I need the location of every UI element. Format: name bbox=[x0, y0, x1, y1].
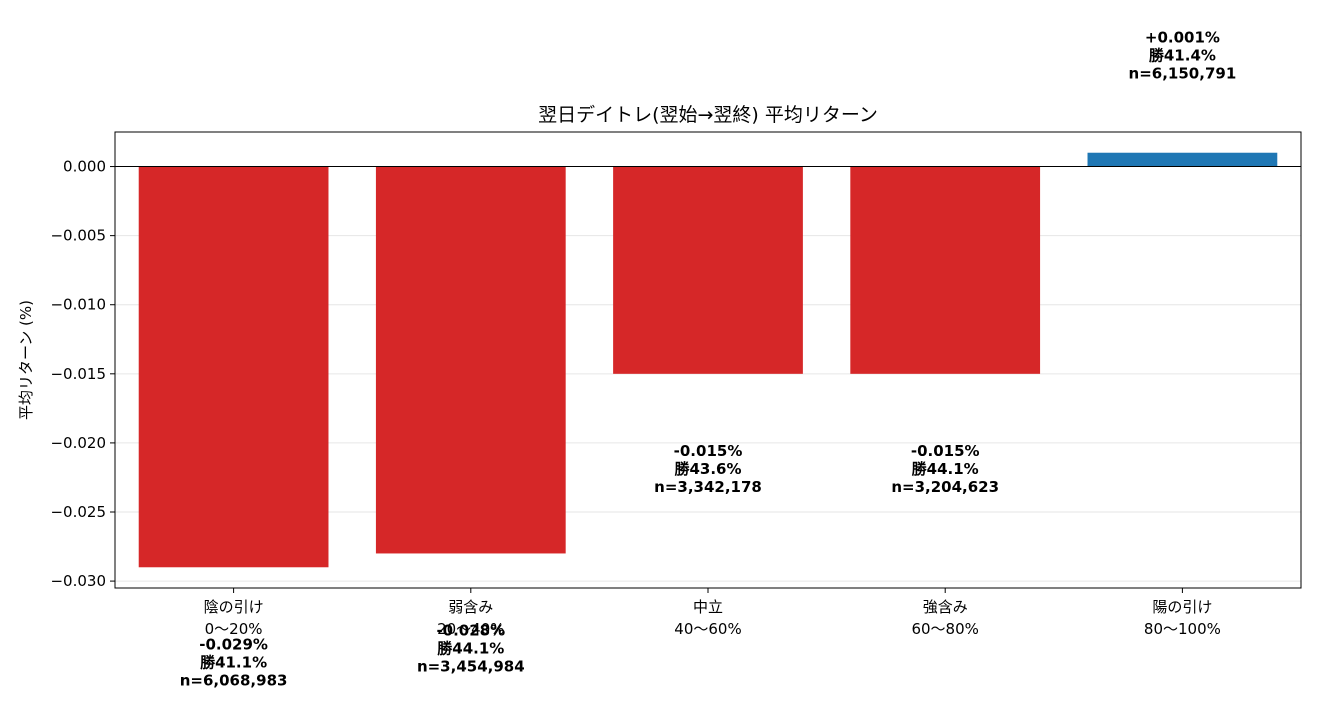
bar bbox=[375, 166, 566, 554]
bar-data-label: n=3,454,984 bbox=[417, 657, 525, 675]
chart-title: 翌日デイトレ(翌始→翌終) 平均リターン bbox=[538, 104, 878, 126]
x-tick-label: 0〜20% bbox=[205, 620, 263, 638]
bar-data-label: -0.029% bbox=[199, 635, 268, 653]
x-tick-label: 弱含み bbox=[448, 598, 493, 616]
y-tick-label: −0.030 bbox=[50, 572, 106, 590]
y-tick-label: 0.000 bbox=[63, 158, 106, 176]
y-tick-label: −0.010 bbox=[50, 296, 106, 314]
x-tick-label: 60〜80% bbox=[911, 620, 978, 638]
bar-data-label: 勝41.4% bbox=[1149, 47, 1216, 65]
y-tick-label: −0.015 bbox=[50, 365, 106, 383]
bar bbox=[613, 166, 803, 374]
bar bbox=[1087, 152, 1278, 167]
bar-data-label: n=3,342,178 bbox=[654, 478, 762, 496]
y-axis-label: 平均リターン (%) bbox=[17, 300, 35, 420]
y-tick-label: −0.025 bbox=[50, 503, 106, 521]
bar-data-label: n=3,204,623 bbox=[891, 478, 999, 496]
bar-data-label: n=6,150,791 bbox=[1129, 65, 1237, 83]
bar-data-label: +0.001% bbox=[1145, 29, 1220, 47]
y-tick-label: −0.020 bbox=[50, 434, 106, 452]
bar-data-label: -0.015% bbox=[674, 442, 743, 460]
x-tick-label: 陰の引け bbox=[204, 598, 264, 616]
x-tick-label: 20〜40% bbox=[437, 620, 504, 638]
data-labels: -0.029%勝41.1%n=6,068,983-0.028%勝44.1%n=3… bbox=[180, 29, 1237, 690]
bar-data-label: n=6,068,983 bbox=[180, 671, 288, 689]
x-tick-label: 80〜100% bbox=[1144, 620, 1221, 638]
bar-data-label: -0.028% bbox=[436, 621, 505, 639]
bar-data-label: 勝44.1% bbox=[437, 639, 504, 657]
bars bbox=[138, 152, 1278, 568]
axes: 0.000 −0.005 −0.010 −0.015 −0.020 −0.025 −0.03… bbox=[50, 131, 1302, 638]
y-tick-label: −0.005 bbox=[50, 227, 106, 245]
x-tick-label: 強含み bbox=[923, 598, 968, 616]
bar-data-label: 勝41.1% bbox=[200, 653, 267, 671]
bar bbox=[850, 166, 1041, 374]
bar bbox=[138, 166, 329, 568]
bar-data-label: 勝44.1% bbox=[912, 460, 979, 478]
x-tick-label: 40〜60% bbox=[674, 620, 741, 638]
bar-data-label: 勝43.6% bbox=[674, 460, 741, 478]
x-tick-label: 中立 bbox=[693, 598, 723, 616]
bar-data-label: -0.015% bbox=[911, 442, 980, 460]
x-tick-label: 陽の引け bbox=[1152, 598, 1212, 616]
